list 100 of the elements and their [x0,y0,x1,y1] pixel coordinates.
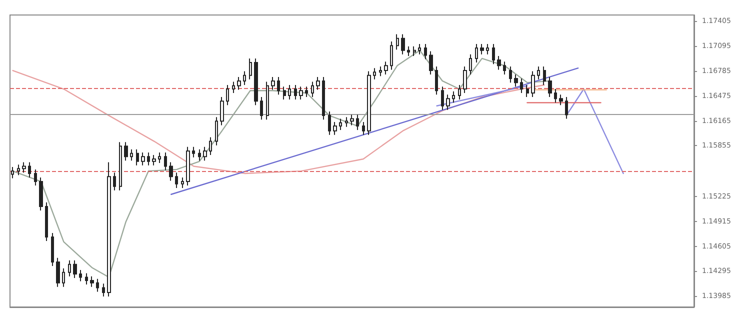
candlestick [209,136,212,156]
candlestick [90,276,94,288]
candlestick [181,176,184,188]
candlestick [68,260,71,277]
candlestick [565,96,568,120]
candlestick [559,94,563,106]
candlestick [413,46,416,57]
candlestick [288,84,291,100]
candlestick [328,111,331,136]
candlestick [232,81,235,94]
candlestick [45,202,48,242]
candlestick [452,90,455,104]
candlestick [271,76,275,90]
candlestick [198,148,201,162]
candlestick [56,257,60,288]
candlestick [446,94,450,110]
line-series [12,50,550,278]
candlestick [34,168,37,186]
candlestick [237,76,241,90]
candlestick [475,43,478,63]
candlestick [526,84,529,98]
candlestick [322,76,325,120]
candlestick [85,272,88,285]
candlestick [396,34,399,50]
candlestick [435,66,438,96]
candlestick [119,142,122,191]
candlestick [102,283,105,298]
candlestick [192,146,195,158]
candlestick [407,46,410,57]
candlestick [96,278,99,292]
candlestick [441,86,444,110]
candlestick [249,58,252,80]
candlestick [486,43,489,55]
candlestick [22,162,26,174]
candlestick [497,56,501,70]
candlestick [164,152,167,171]
candlestick [463,66,467,94]
candlestick [152,154,156,166]
candlestick [418,43,421,55]
candlestick [503,61,506,76]
candlestick [220,96,224,126]
candlestick [147,152,150,166]
candlestick [458,84,461,100]
candlestick [299,86,303,100]
candlestick [531,70,535,98]
candlestick [203,146,207,162]
candlestick [124,142,128,162]
line-series [12,70,545,174]
candlestick [169,162,173,182]
candlestick [554,88,557,104]
candlestick [520,78,523,94]
candlestick [260,96,263,120]
candlestick [113,172,116,191]
candlestick [316,76,320,90]
candlestick [514,74,518,88]
candlestick [136,148,139,166]
candlestick [28,162,31,178]
candlestick [345,116,348,128]
candlestick [266,81,269,120]
candlestick [294,84,297,100]
candlestick [62,268,65,288]
candlestick [158,152,161,164]
candlestick [226,84,229,106]
candlestick [492,43,495,65]
candlestick [356,114,359,131]
candlestick [141,152,145,166]
candlestick [73,260,77,279]
candlestick [243,70,246,86]
candlestick [350,114,354,126]
candlestick [130,148,133,162]
candlestick [305,86,308,98]
candlestick [480,43,484,55]
candlestick [107,162,111,298]
candlestick [548,76,552,98]
candlestick [186,146,190,186]
candlestick [390,41,393,70]
candlestick [175,172,178,188]
candlestick [509,66,512,84]
candlestick [339,118,342,131]
candlestick [215,116,218,146]
candlestick [373,68,376,80]
candlestick [254,58,258,106]
candlestick [362,121,365,136]
candlestick [367,70,371,136]
candlestick [424,43,427,60]
candlestick [311,81,314,98]
candlestick [17,164,20,176]
candlestick [429,50,433,76]
candlestick [283,86,286,100]
candlestick [11,166,14,179]
candlestick [79,269,82,282]
candlestick [401,34,405,55]
candlestick [469,54,472,76]
candlestick [537,66,540,80]
candlestick [277,76,280,96]
candlestick [384,61,388,76]
candlestick [333,121,337,136]
candlestick [39,176,43,211]
candlestick [543,66,546,86]
candlestick [379,66,382,77]
